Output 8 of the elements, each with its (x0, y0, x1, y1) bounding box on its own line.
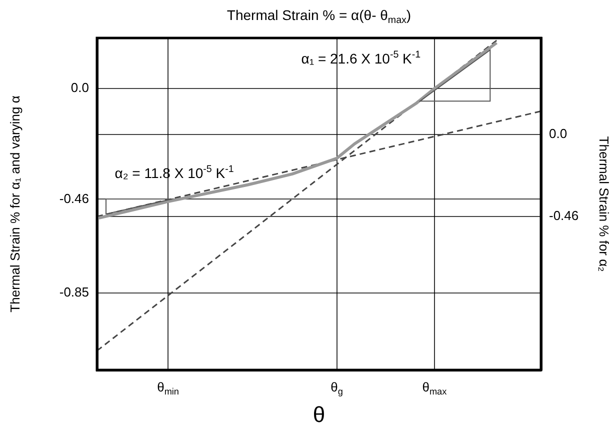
y-axis-title: Thermal Strain % for α₁ and varying α (8, 95, 23, 312)
y-tick-label: 0.0 (70, 80, 89, 96)
y2-axis-title: Thermal Strain % for α₂ (596, 136, 612, 272)
y-tick-label: -0.85 (59, 284, 89, 300)
y2-tick-label: 0.0 (549, 126, 568, 141)
y-tick-label: -0.46 (59, 190, 89, 206)
y2-tick-label: -0.46 (549, 208, 579, 224)
x-axis-title: θ (312, 402, 326, 428)
